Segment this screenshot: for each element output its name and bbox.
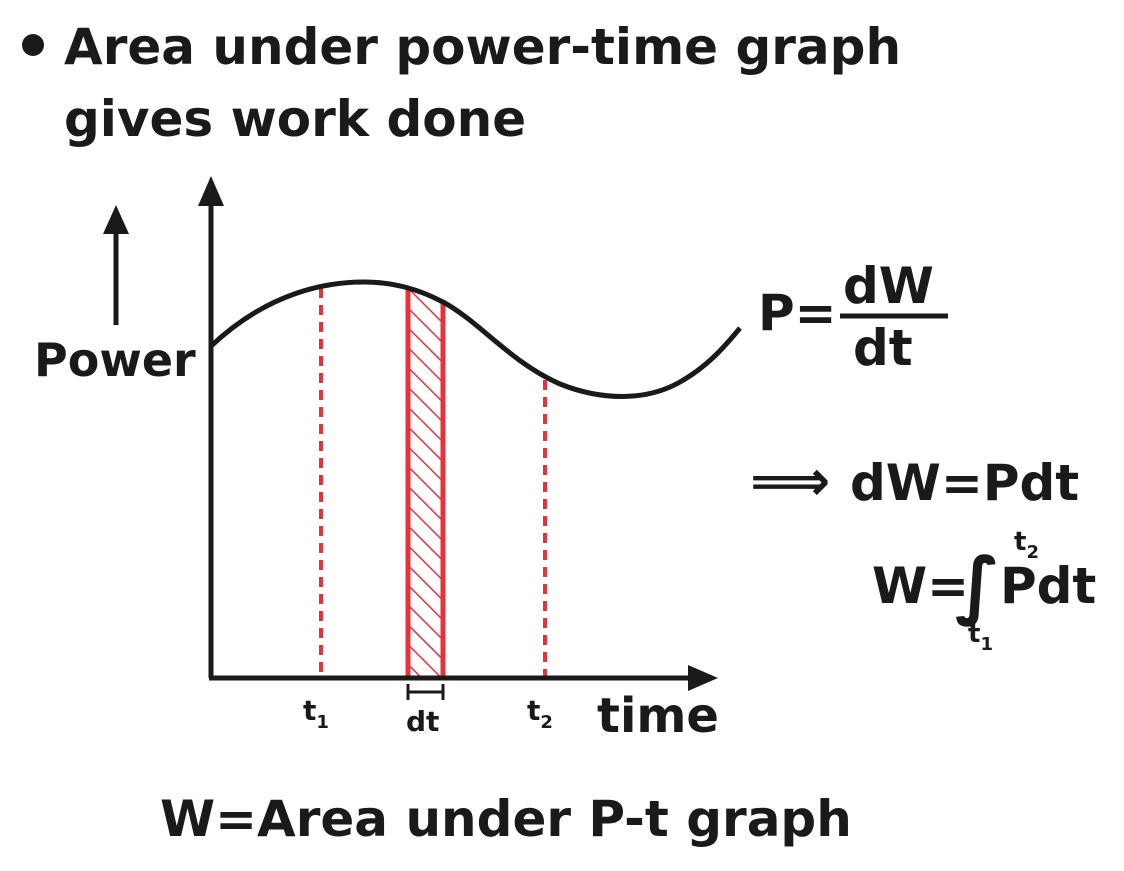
conclusion-text: W=Area under P-t graph xyxy=(160,790,852,848)
y-axis-arrowhead xyxy=(198,176,224,206)
integrand: Pdt xyxy=(1000,557,1096,615)
dw-equation: dW=Pdt xyxy=(850,454,1079,512)
bullet-dot xyxy=(22,34,44,56)
heading-line-1: Area under power-time graph xyxy=(64,18,902,76)
implies-arrow: ⟹ xyxy=(750,449,830,514)
heading-line-2: gives work done xyxy=(64,90,527,148)
x-axis-label: time xyxy=(597,688,719,744)
power-curve xyxy=(208,279,742,399)
integral-lower-limit: t1 xyxy=(968,619,993,655)
x-axis-arrowhead xyxy=(688,665,718,691)
y-axis-label: Power xyxy=(34,333,196,387)
hatched-strip-dt xyxy=(405,288,446,677)
power-arrowhead xyxy=(103,205,129,234)
integral-sign: ∫ xyxy=(955,542,1000,628)
p-equation-denominator: dt xyxy=(853,319,913,377)
w-equation-lhs: W= xyxy=(872,557,969,615)
p-equation-numerator: dW xyxy=(843,257,934,315)
tick-dt: dt xyxy=(406,705,439,738)
tick-t1: t1 xyxy=(303,694,329,733)
integral-upper-limit: t2 xyxy=(1014,527,1039,563)
p-equation-lhs: P= xyxy=(758,284,837,342)
tick-t2: t2 xyxy=(527,694,553,733)
